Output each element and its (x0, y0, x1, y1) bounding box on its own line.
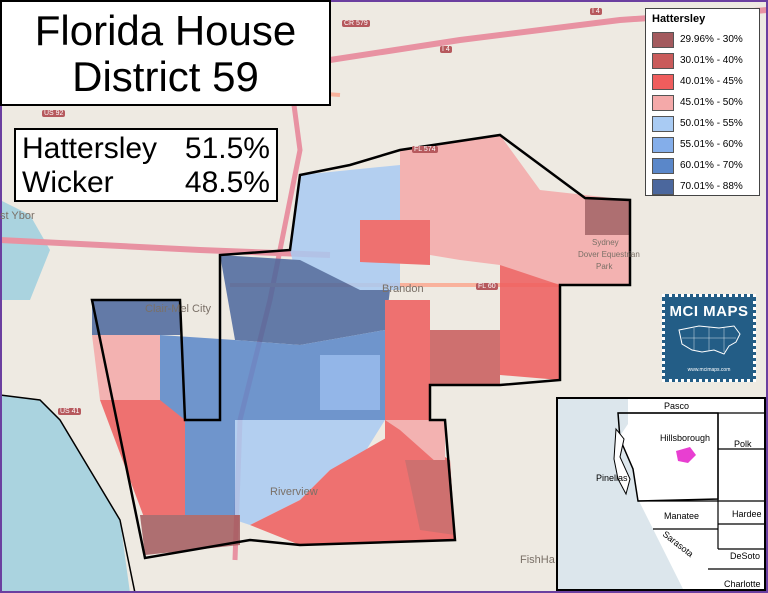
precinct-south-east-pink (385, 420, 445, 470)
legend-item: 45.01% - 50% (652, 92, 753, 113)
legend-swatch (652, 157, 674, 174)
place-label-park: Park (596, 262, 613, 271)
precinct-south-east-dark (405, 460, 455, 535)
inset-county-label: DeSoto (730, 551, 761, 561)
legend-item: 70.01% - 88% (652, 176, 753, 197)
legend-label: 45.01% - 50% (680, 97, 743, 108)
bay-water (0, 395, 130, 593)
road-label: US 92 (42, 110, 66, 117)
usa-map-icon (678, 325, 741, 355)
inset-county-label: Hardee (732, 509, 762, 519)
precinct-center-dark-blue (220, 255, 390, 345)
candidate-pct: 51.5% (184, 132, 270, 165)
legend-label: 29.96% - 30% (680, 34, 743, 45)
road-label: FL 574 (412, 146, 438, 153)
legend-item: 55.01% - 60% (652, 134, 753, 155)
candidate-pct: 48.5% (184, 166, 270, 199)
precinct-west-dark-blue (92, 300, 180, 335)
legend-label: 55.01% - 60% (680, 139, 743, 150)
legend-label: 60.01% - 70% (680, 160, 743, 171)
precinct-riverview-light-blue (235, 420, 385, 525)
mci-maps-logo: MCI MAPS www.mcimaps.com (662, 294, 756, 382)
title-line-2: District 59 (72, 53, 259, 100)
inset-county-label: Charlotte (724, 579, 761, 589)
precinct-far-east-dark (585, 198, 630, 235)
precinct-north-red (360, 220, 430, 265)
district-outline (90, 133, 632, 560)
place-label-dover: Dover Equestrian (578, 250, 640, 259)
road-label: CR 579 (342, 20, 370, 27)
precinct-center-red (385, 300, 430, 440)
inset-county-label: Pasco (664, 401, 690, 411)
legend-swatch (652, 178, 674, 195)
place-label-riverview: Riverview (270, 486, 318, 498)
legend-swatch (652, 115, 674, 132)
inset-county-label: Polk (734, 439, 752, 449)
results-box: Hattersley 51.5% Wicker 48.5% (14, 128, 278, 202)
inset-county-label: Hillsborough (660, 433, 711, 443)
legend-label: 70.01% - 88% (680, 181, 743, 192)
precinct-east-dark-red (430, 330, 500, 385)
result-row: Hattersley 51.5% (22, 132, 270, 166)
inset-county-label: Pinellas (596, 473, 628, 483)
road-label: US 41 (58, 408, 82, 415)
precinct-northeast-pink (400, 135, 630, 285)
legend-item: 60.01% - 70% (652, 155, 753, 176)
precinct-east-red (500, 265, 560, 380)
legend-label: 40.01% - 45% (680, 76, 743, 87)
legend-swatch (652, 31, 674, 48)
road-label: I 4 (590, 8, 602, 15)
place-label-clair-mel: Clair-Mel City (145, 303, 211, 315)
place-label-fishhawk: FishHa (520, 554, 555, 566)
place-label-brandon: Brandon (382, 283, 424, 295)
legend: Hattersley 29.96% - 30% 30.01% - 40% 40.01… (645, 8, 760, 196)
legend-swatch (652, 52, 674, 69)
logo-url: www.mcimaps.com (687, 367, 731, 373)
legend-swatch (652, 73, 674, 90)
legend-title: Hattersley (652, 13, 706, 25)
precinct-west-center-blue (160, 335, 235, 515)
inset-county-label: Manatee (664, 511, 700, 521)
precinct-center-bright-blue (320, 355, 380, 410)
legend-label: 30.01% - 40% (680, 55, 743, 66)
legend-item: 29.96% - 30% (652, 29, 753, 50)
legend-item: 50.01% - 55% (652, 113, 753, 134)
legend-item: 40.01% - 45% (652, 71, 753, 92)
logo-text: MCI MAPS (669, 303, 749, 320)
road-label: I 4 (440, 46, 452, 53)
legend-swatch (652, 136, 674, 153)
road-label: FL 60 (476, 283, 498, 290)
candidate-name: Hattersley (22, 132, 158, 165)
legend-label: 50.01% - 55% (680, 118, 743, 129)
legend-item: 30.01% - 40% (652, 50, 753, 71)
map-title: Florida House District 59 (0, 0, 331, 106)
place-label-ybor: st Ybor (0, 210, 35, 222)
place-label-sydney: Sydney (592, 238, 619, 247)
result-row: Wicker 48.5% (22, 166, 270, 200)
precinct-west-red (100, 400, 185, 520)
inset-locator-map: Pasco Hillsborough Polk Pinellas Manatee… (556, 397, 766, 591)
title-line-1: Florida House (34, 7, 297, 54)
district-highlight (676, 447, 696, 463)
legend-swatch (652, 94, 674, 111)
precinct-south-red (250, 430, 455, 545)
candidate-name: Wicker (22, 166, 114, 199)
